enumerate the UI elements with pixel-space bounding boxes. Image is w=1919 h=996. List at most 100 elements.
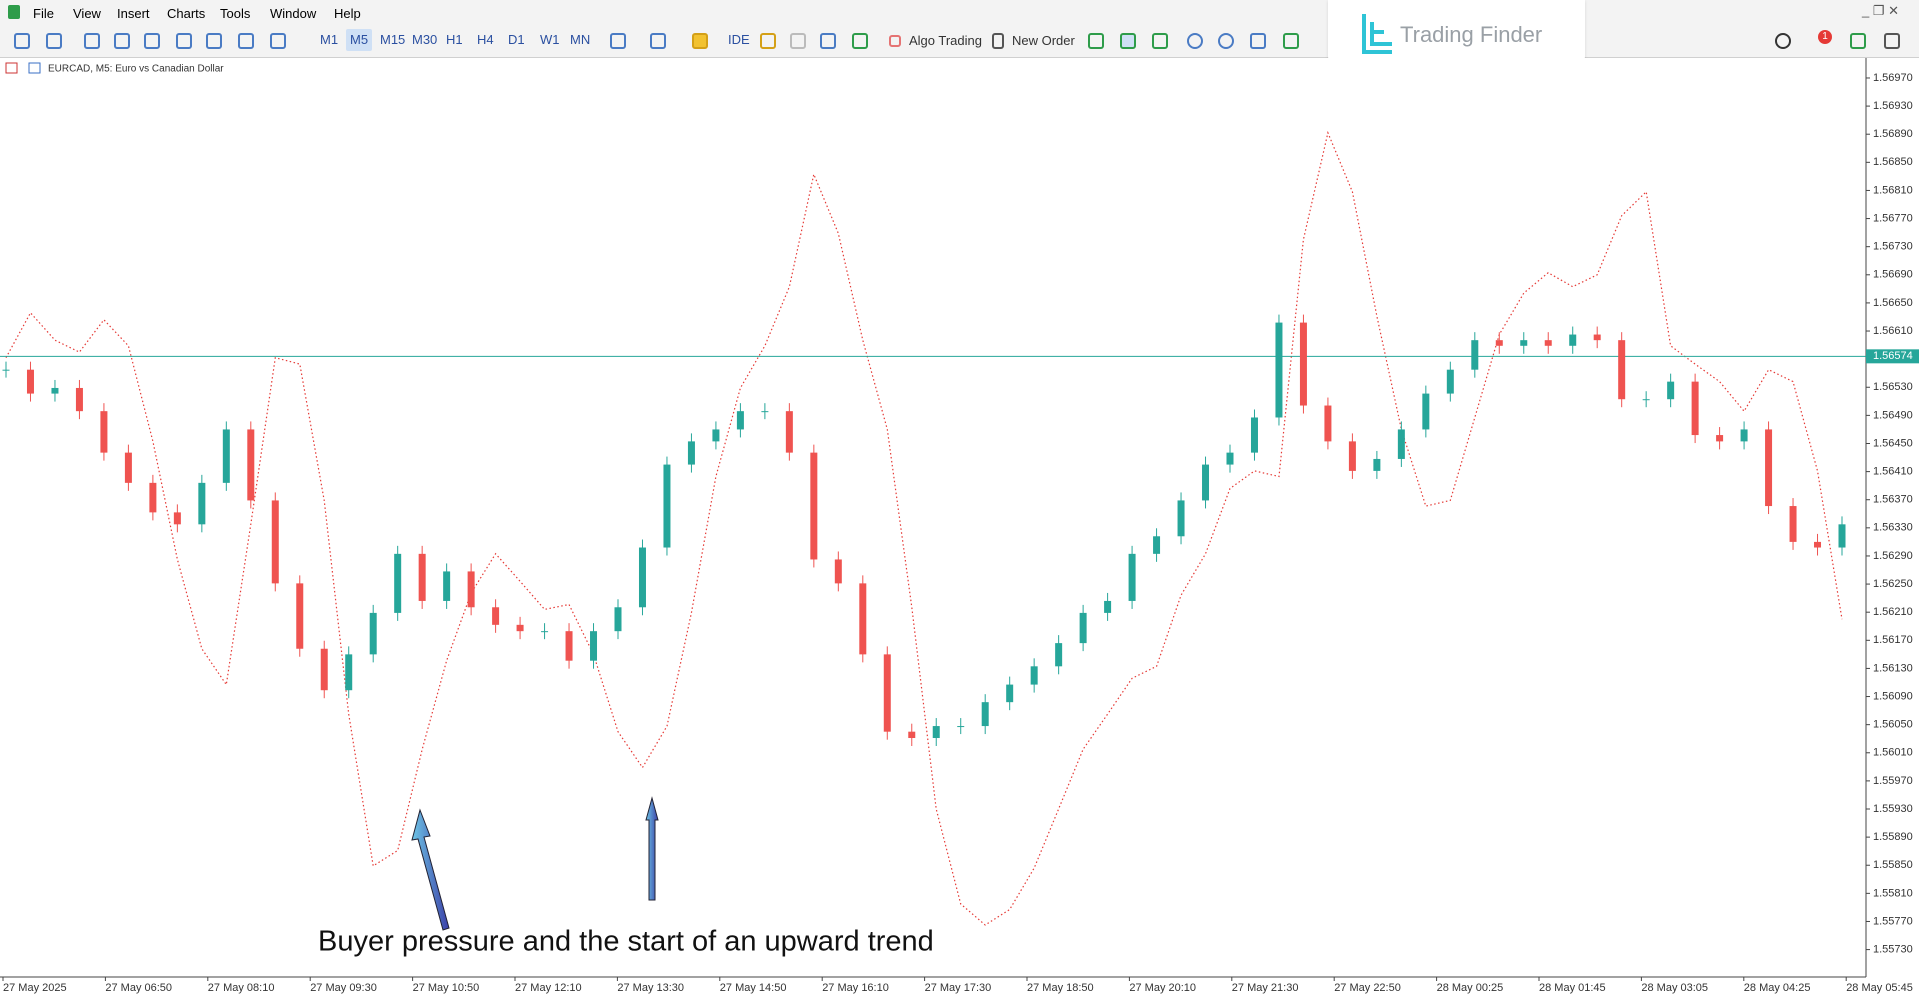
menu-item[interactable]: Tools xyxy=(220,6,251,21)
templates[interactable] xyxy=(650,33,666,49)
candle-chart-btn[interactable] xyxy=(1120,33,1136,49)
line-tool[interactable] xyxy=(84,33,100,49)
y-tick-label: 1.56850 xyxy=(1873,156,1913,168)
lock[interactable] xyxy=(760,33,776,49)
candle-body xyxy=(1128,553,1136,601)
search[interactable] xyxy=(1775,33,1791,49)
x-tick-label: 28 May 01:45 xyxy=(1539,982,1606,994)
timeframe[interactable]: W1 xyxy=(540,32,560,47)
candle-body xyxy=(1618,340,1626,400)
signals[interactable] xyxy=(790,33,806,49)
timeframe[interactable]: M5 xyxy=(346,29,373,51)
notification-badge[interactable]: 1 xyxy=(1818,30,1832,44)
x-tick-label: 27 May 17:30 xyxy=(925,982,992,994)
menu-item[interactable]: Insert xyxy=(117,6,150,21)
timeframe[interactable]: D1 xyxy=(508,32,525,47)
y-tick-label: 1.56490 xyxy=(1873,409,1913,421)
x-tick-label: 27 May 10:50 xyxy=(413,982,480,994)
menu-item[interactable]: Charts xyxy=(167,6,206,21)
indicators[interactable] xyxy=(610,33,626,49)
y-tick-label: 1.55930 xyxy=(1873,803,1913,815)
y-tick-label: 1.56810 xyxy=(1873,184,1913,196)
price-label-bg xyxy=(1866,349,1919,364)
candle-body xyxy=(173,512,181,525)
x-tick-label: 27 May 20:10 xyxy=(1129,982,1196,994)
algo-trading-button[interactable]: Algo Trading xyxy=(909,33,982,48)
candle-body xyxy=(957,726,965,728)
timeframe[interactable]: M30 xyxy=(412,32,438,47)
candle-body xyxy=(1373,458,1381,471)
y-tick-label: 1.55890 xyxy=(1873,831,1913,843)
y-tick-label: 1.56530 xyxy=(1873,381,1913,393)
logo-mark xyxy=(1362,14,1392,54)
y-tick-label: 1.56890 xyxy=(1873,128,1913,140)
candle-body xyxy=(663,464,671,548)
grid-btn[interactable] xyxy=(1250,33,1266,49)
timeframe[interactable]: M1 xyxy=(320,32,339,47)
x-tick-label: 27 May 06:50 xyxy=(105,982,172,994)
cursor-tool[interactable] xyxy=(14,33,30,49)
toolbar: M1 M5 M15 M30 H1 H4 D1 W1 MN IDE Algo Tr… xyxy=(0,25,1919,58)
x-tick-label: 28 May 05:45 xyxy=(1846,982,1913,994)
hline-tool[interactable] xyxy=(114,33,130,49)
candle-body xyxy=(1520,340,1528,346)
text-tool[interactable] xyxy=(238,33,254,49)
x-tick-label: 27 May 16:10 xyxy=(822,982,889,994)
timeframe[interactable]: MN xyxy=(570,32,591,47)
candle-body xyxy=(1691,381,1699,436)
menu-item[interactable]: Help xyxy=(334,6,361,21)
new-order-button[interactable]: New Order xyxy=(1012,33,1075,48)
line-chart-btn[interactable] xyxy=(1152,33,1168,49)
candle-body xyxy=(1299,322,1307,406)
candle-body xyxy=(100,411,108,453)
candle-body xyxy=(467,571,475,608)
y-tick-label: 1.56170 xyxy=(1873,634,1913,646)
candle-body xyxy=(565,631,573,661)
menu-item[interactable]: Window xyxy=(270,6,317,21)
y-tick-label: 1.56730 xyxy=(1873,241,1913,253)
chart-title: EURCAD, M5: Euro vs Canadian Dollar xyxy=(48,64,224,75)
layout[interactable] xyxy=(1884,33,1900,49)
candle-body xyxy=(810,452,818,560)
order-icon xyxy=(992,33,1004,49)
web[interactable] xyxy=(852,33,868,49)
channel-tool[interactable] xyxy=(176,33,192,49)
candle-body xyxy=(1104,600,1112,613)
logo-text: Trading Finder xyxy=(1400,22,1543,47)
zoom-out[interactable] xyxy=(1218,33,1234,49)
autoscroll[interactable] xyxy=(1283,33,1299,49)
app-icon xyxy=(8,5,20,19)
candle-body xyxy=(1153,536,1161,554)
chart: EURCAD, M5: Euro vs Canadian Dollar 1.55… xyxy=(0,58,1919,996)
candle-body xyxy=(761,411,769,413)
timeframe[interactable]: H1 xyxy=(446,32,463,47)
x-tick-label: 28 May 03:05 xyxy=(1641,982,1708,994)
candle-body xyxy=(736,411,744,430)
trend-tool[interactable] xyxy=(144,33,160,49)
ide-button[interactable]: IDE xyxy=(728,32,750,47)
crosshair-tool[interactable] xyxy=(46,33,62,49)
menu-bar: File View Insert Charts Tools Window Hel… xyxy=(0,0,1919,25)
logo: Trading Finder xyxy=(1328,0,1585,66)
window-controls[interactable]: _ ❐ ✕ xyxy=(1862,3,1900,18)
x-tick-label: 27 May 12:10 xyxy=(515,982,582,994)
x-tick-label: 27 May 2025 xyxy=(3,982,67,994)
account[interactable] xyxy=(1850,33,1866,49)
timeframe[interactable]: H4 xyxy=(477,32,494,47)
candle-body xyxy=(1642,399,1650,401)
candle-body xyxy=(1789,506,1797,542)
candle-body xyxy=(394,553,402,613)
fibo-tool[interactable] xyxy=(206,33,222,49)
zoom-in[interactable] xyxy=(1187,33,1203,49)
shapes-tool[interactable] xyxy=(270,33,286,49)
menu-item[interactable]: View xyxy=(73,6,101,21)
y-tick-label: 1.56690 xyxy=(1873,269,1913,281)
vps[interactable] xyxy=(820,33,836,49)
market[interactable] xyxy=(692,33,708,49)
y-tick-label: 1.56090 xyxy=(1873,690,1913,702)
algo-icon xyxy=(889,35,901,47)
chart-icon xyxy=(28,62,41,74)
timeframe[interactable]: M15 xyxy=(380,32,406,47)
menu-item[interactable]: File xyxy=(33,6,54,21)
bar-chart-btn[interactable] xyxy=(1088,33,1104,49)
